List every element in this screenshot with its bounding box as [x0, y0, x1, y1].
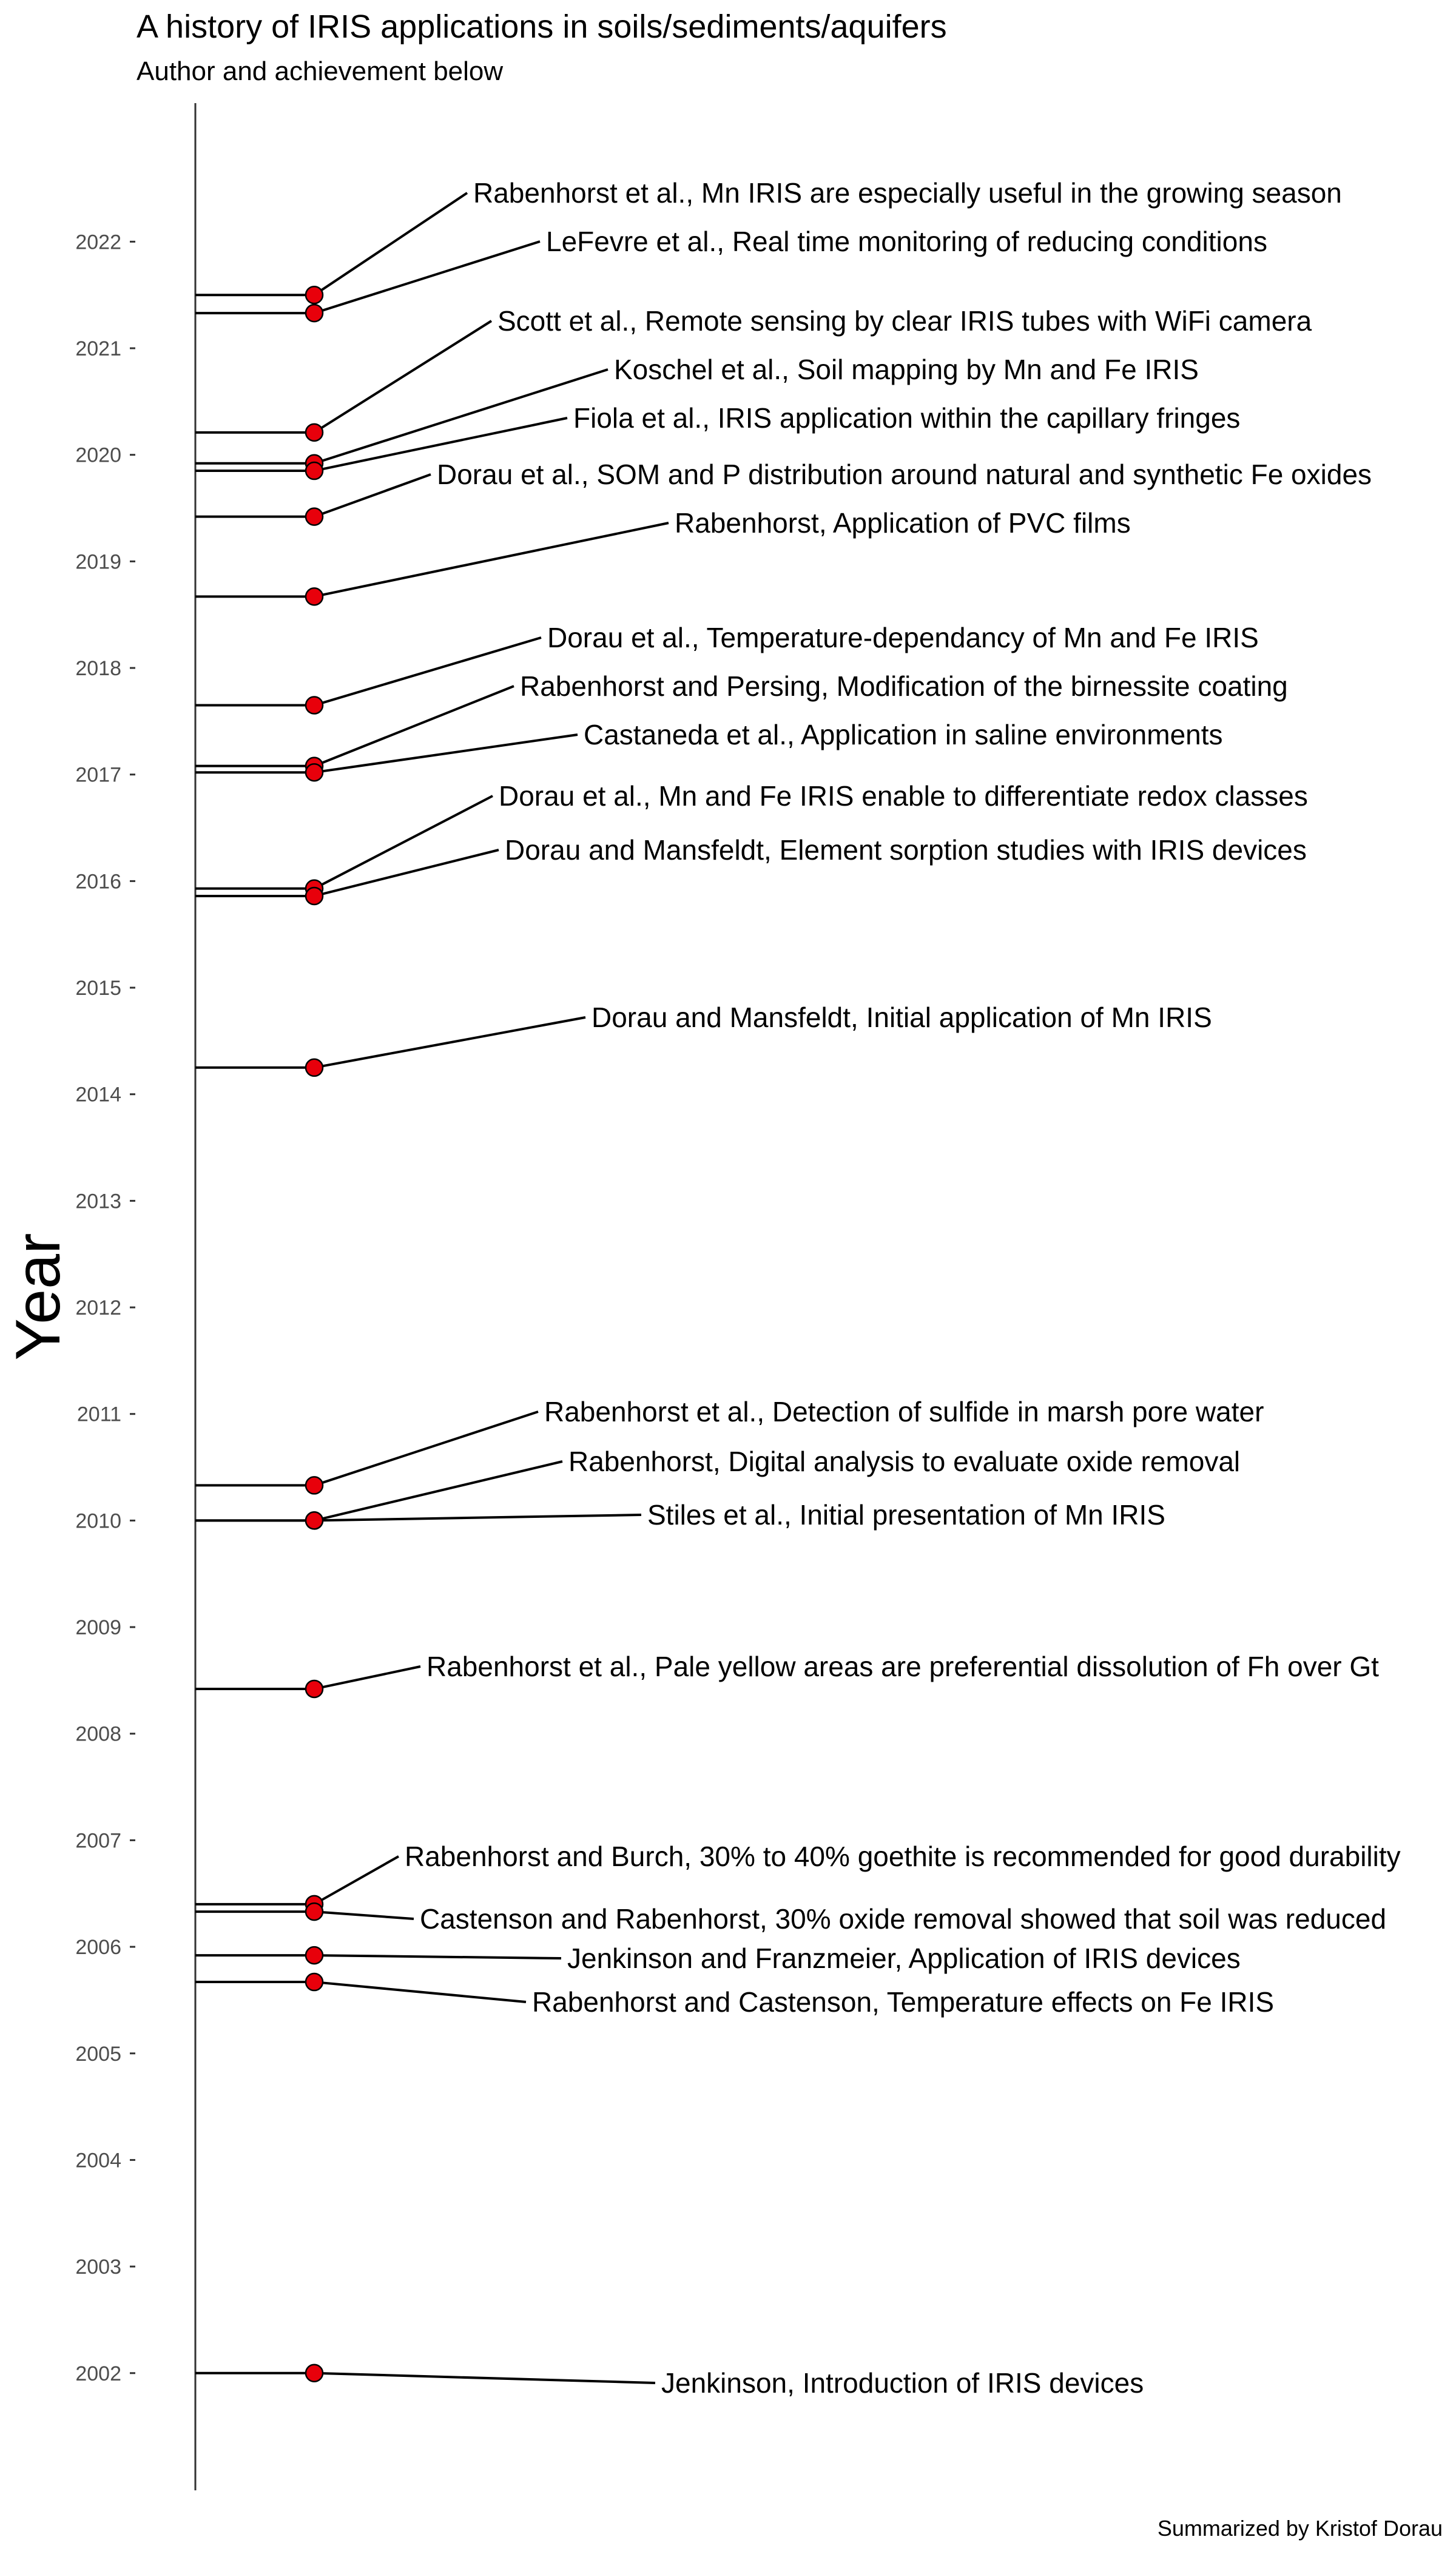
event-label: Dorau and Mansfeldt, Initial application…: [592, 1002, 1212, 1033]
y-tick-label: 2007: [75, 1829, 121, 1852]
y-tick-label: 2009: [75, 1616, 121, 1639]
chart-subtitle: Author and achievement below: [136, 56, 503, 86]
event-connector: [314, 473, 431, 518]
event-connector: [314, 2371, 656, 2384]
event-label: Jenkinson and Franzmeier, Application of…: [567, 1943, 1241, 1974]
y-tick-label: 2017: [75, 764, 121, 787]
event-connector: [314, 1410, 539, 1487]
event-label: Scott et al., Remote sensing by clear IR…: [497, 305, 1312, 337]
event-label: Rabenhorst and Persing, Modification of …: [520, 670, 1288, 702]
event-point: [305, 1476, 324, 1495]
event-label: Koschel et al., Soil mapping by Mn and F…: [614, 354, 1199, 385]
event-connector: [314, 849, 499, 897]
y-tick-label: 2004: [75, 2149, 121, 2172]
event-connector: [314, 1855, 399, 1906]
event-label: Stiles et al., Initial presentation of M…: [647, 1499, 1165, 1531]
event-point: [305, 1058, 324, 1077]
event-connector: [314, 1460, 563, 1522]
chart-title: A history of IRIS applications in soils/…: [136, 8, 947, 45]
event-connector: [314, 522, 669, 598]
event-point: [305, 285, 324, 305]
event-point: [305, 303, 324, 323]
y-tick-label: 2015: [75, 977, 121, 1000]
event-connector: [314, 1514, 642, 1522]
event-label: Fiola et al., IRIS application within th…: [573, 402, 1240, 434]
event-point: [305, 587, 324, 606]
y-tick-label: 2002: [75, 2362, 121, 2385]
event-point: [305, 1902, 324, 1921]
event-connector: [314, 1016, 586, 1069]
event-point: [305, 696, 324, 715]
y-tick-label: 2010: [75, 1509, 121, 1532]
event-label: Castaneda et al., Application in saline …: [584, 719, 1223, 750]
event-point: [305, 1972, 324, 1992]
event-connector: [314, 685, 514, 767]
y-tick-label: 2005: [75, 2043, 121, 2066]
event-label: Rabenhorst and Burch, 30% to 40% goethit…: [405, 1841, 1401, 1872]
event-connector: [314, 417, 568, 473]
y-tick-label: 2013: [75, 1190, 121, 1213]
event-connector: [313, 320, 493, 434]
y-axis-ticks: 2002 2003 2004 2005 2006 2007 2008 2009 2010 2011…: [75, 231, 135, 2385]
event-label: Dorau et al., Temperature-dependancy of …: [547, 622, 1259, 653]
event-point: [305, 2364, 324, 2383]
event-label: Rabenhorst, Application of PVC films: [675, 507, 1131, 539]
event-label: Rabenhorst and Castenson, Temperature ef…: [532, 1986, 1274, 2018]
event-connectors: [195, 192, 669, 2384]
event-points: [305, 285, 324, 2383]
y-axis-label: Year: [3, 1233, 73, 1360]
event-label: Jenkinson, Introduction of IRIS devices: [661, 2367, 1144, 2399]
event-connector: [314, 368, 608, 465]
event-point: [305, 1511, 324, 1530]
event-connector: [314, 636, 542, 707]
event-connector: [314, 733, 578, 774]
event-label: Rabenhorst et al., Pale yellow areas are…: [426, 1651, 1379, 1682]
event-connector: [313, 192, 468, 296]
y-tick-label: 2019: [75, 550, 121, 573]
event-labels: Rabenhorst et al., Mn IRIS are especiall…: [405, 177, 1401, 2399]
event-point: [305, 1679, 324, 1699]
event-connector: [314, 1665, 421, 1690]
y-tick-label: 2008: [75, 1723, 121, 1746]
event-label: Dorau et al., SOM and P distribution aro…: [437, 459, 1372, 490]
event-point: [305, 763, 324, 782]
y-tick-label: 2022: [75, 231, 121, 254]
event-point: [305, 423, 324, 442]
y-tick-label: 2016: [75, 870, 121, 893]
y-tick-label: 2011: [77, 1403, 121, 1426]
event-point: [305, 461, 324, 480]
y-tick-label: 2012: [75, 1296, 121, 1319]
event-label: Dorau and Mansfeldt, Element sorption st…: [505, 834, 1307, 866]
event-label: LeFevre et al., Real time monitoring of …: [546, 226, 1267, 257]
y-tick-label: 2020: [75, 444, 121, 467]
event-label: Rabenhorst, Digital analysis to evaluate…: [568, 1446, 1240, 1477]
y-tick-label: 2021: [75, 337, 121, 360]
event-label: Rabenhorst et al., Detection of sulfide …: [544, 1396, 1264, 1427]
event-point: [305, 1946, 324, 1965]
y-tick-label: 2014: [75, 1083, 121, 1107]
event-label: Dorau et al., Mn and Fe IRIS enable to d…: [499, 780, 1308, 812]
y-tick-label: 2018: [75, 657, 121, 680]
event-point: [305, 886, 324, 906]
chart-caption: Summarized by Kristof Dorau: [1158, 2516, 1443, 2541]
event-label: Castenson and Rabenhorst, 30% oxide remo…: [420, 1903, 1386, 1935]
event-connector: [314, 240, 541, 314]
event-connector: [314, 795, 493, 890]
event-connector: [314, 1981, 527, 2003]
event-label: Rabenhorst et al., Mn IRIS are especiall…: [473, 177, 1342, 209]
event-connector: [314, 1954, 562, 1960]
event-connector: [314, 1910, 414, 1920]
event-point: [305, 507, 324, 526]
y-tick-label: 2003: [75, 2256, 121, 2279]
y-tick-label: 2006: [75, 1936, 121, 1959]
